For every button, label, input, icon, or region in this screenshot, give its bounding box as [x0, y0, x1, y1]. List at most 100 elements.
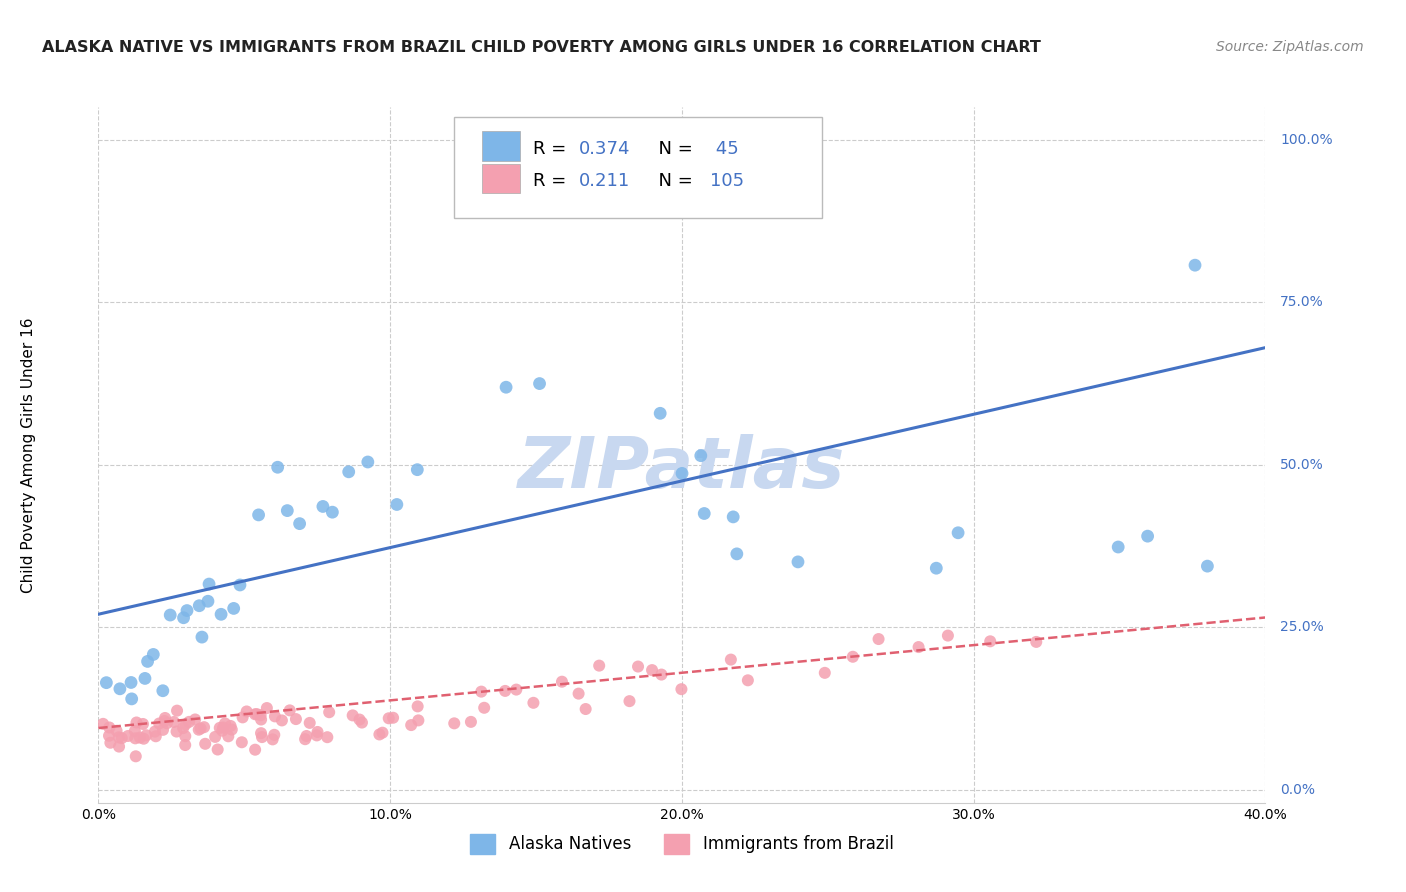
Point [188, 599, 211, 613]
Point [96, 675, 118, 690]
Point [470, 684, 492, 698]
FancyBboxPatch shape [482, 131, 520, 161]
Point [166, 704, 188, 718]
Point [671, 467, 693, 481]
Point [194, 737, 217, 751]
Point [318, 705, 340, 719]
Point [460, 714, 482, 729]
FancyBboxPatch shape [482, 164, 520, 194]
Point [159, 607, 181, 622]
Point [91, 717, 114, 731]
Point [925, 561, 948, 575]
Point [693, 507, 716, 521]
Point [842, 649, 865, 664]
Point [814, 665, 837, 680]
Text: N =: N = [647, 140, 699, 158]
Point [108, 739, 131, 754]
Point [212, 721, 235, 735]
Point [232, 710, 254, 724]
Point [222, 601, 245, 615]
Point [184, 713, 207, 727]
Point [250, 730, 273, 744]
Point [153, 711, 176, 725]
Point [214, 716, 236, 731]
Point [173, 611, 195, 625]
Point [472, 700, 495, 714]
Point [337, 465, 360, 479]
Point [174, 738, 197, 752]
Point [125, 715, 148, 730]
Point [349, 713, 371, 727]
Point [357, 455, 380, 469]
Point [148, 716, 170, 731]
Point [105, 723, 128, 738]
Text: 50.0%: 50.0% [1279, 458, 1323, 472]
Point [294, 732, 316, 747]
Point [204, 730, 226, 744]
Point [1184, 258, 1206, 272]
Point [288, 516, 311, 531]
Point [295, 729, 318, 743]
Point [979, 634, 1001, 648]
Point [298, 715, 321, 730]
Point [98, 721, 121, 735]
Point [121, 692, 143, 706]
Point [125, 749, 148, 764]
Point [551, 674, 574, 689]
Point [278, 703, 301, 717]
Text: ALASKA NATIVE VS IMMIGRANTS FROM BRAZIL CHILD POVERTY AMONG GIRLS UNDER 16 CORRE: ALASKA NATIVE VS IMMIGRANTS FROM BRAZIL … [42, 40, 1040, 55]
Point [474, 128, 496, 142]
Point [371, 725, 394, 739]
Point [276, 503, 298, 517]
Point [198, 577, 221, 591]
Point [619, 694, 641, 708]
Point [725, 547, 748, 561]
Point [231, 735, 253, 749]
Point [907, 640, 929, 654]
Point [588, 658, 610, 673]
Point [307, 725, 329, 739]
Text: Source: ZipAtlas.com: Source: ZipAtlas.com [1216, 40, 1364, 54]
Point [132, 717, 155, 731]
Point [946, 525, 969, 540]
Point [627, 659, 650, 673]
Point [505, 682, 527, 697]
Point [174, 717, 197, 731]
Point [342, 708, 364, 723]
Point [650, 667, 672, 681]
Point [1136, 529, 1159, 543]
Point [256, 701, 278, 715]
Point [156, 716, 179, 731]
Text: Child Poverty Among Girls Under 16: Child Poverty Among Girls Under 16 [21, 318, 37, 592]
Point [382, 711, 405, 725]
Text: 100.0%: 100.0% [1279, 133, 1333, 146]
Point [529, 376, 551, 391]
Point [316, 730, 339, 744]
Point [176, 603, 198, 617]
Point [166, 724, 188, 739]
Point [368, 727, 391, 741]
Point [249, 708, 271, 723]
Point [312, 500, 335, 514]
Point [211, 723, 233, 738]
Text: N =: N = [647, 172, 699, 191]
Point [153, 714, 176, 728]
Point [1197, 559, 1219, 574]
Point [936, 629, 959, 643]
Point [689, 449, 711, 463]
Point [250, 726, 273, 740]
Point [124, 724, 146, 739]
Point [243, 742, 266, 756]
Point [1107, 540, 1129, 554]
Point [163, 714, 186, 729]
Point [246, 707, 269, 722]
Point [350, 715, 373, 730]
Point [266, 460, 288, 475]
Point [217, 729, 239, 743]
Point [271, 714, 294, 728]
Point [406, 699, 429, 714]
Text: 0.374: 0.374 [579, 140, 631, 158]
Point [100, 736, 122, 750]
Point [208, 721, 231, 735]
Point [868, 632, 890, 646]
